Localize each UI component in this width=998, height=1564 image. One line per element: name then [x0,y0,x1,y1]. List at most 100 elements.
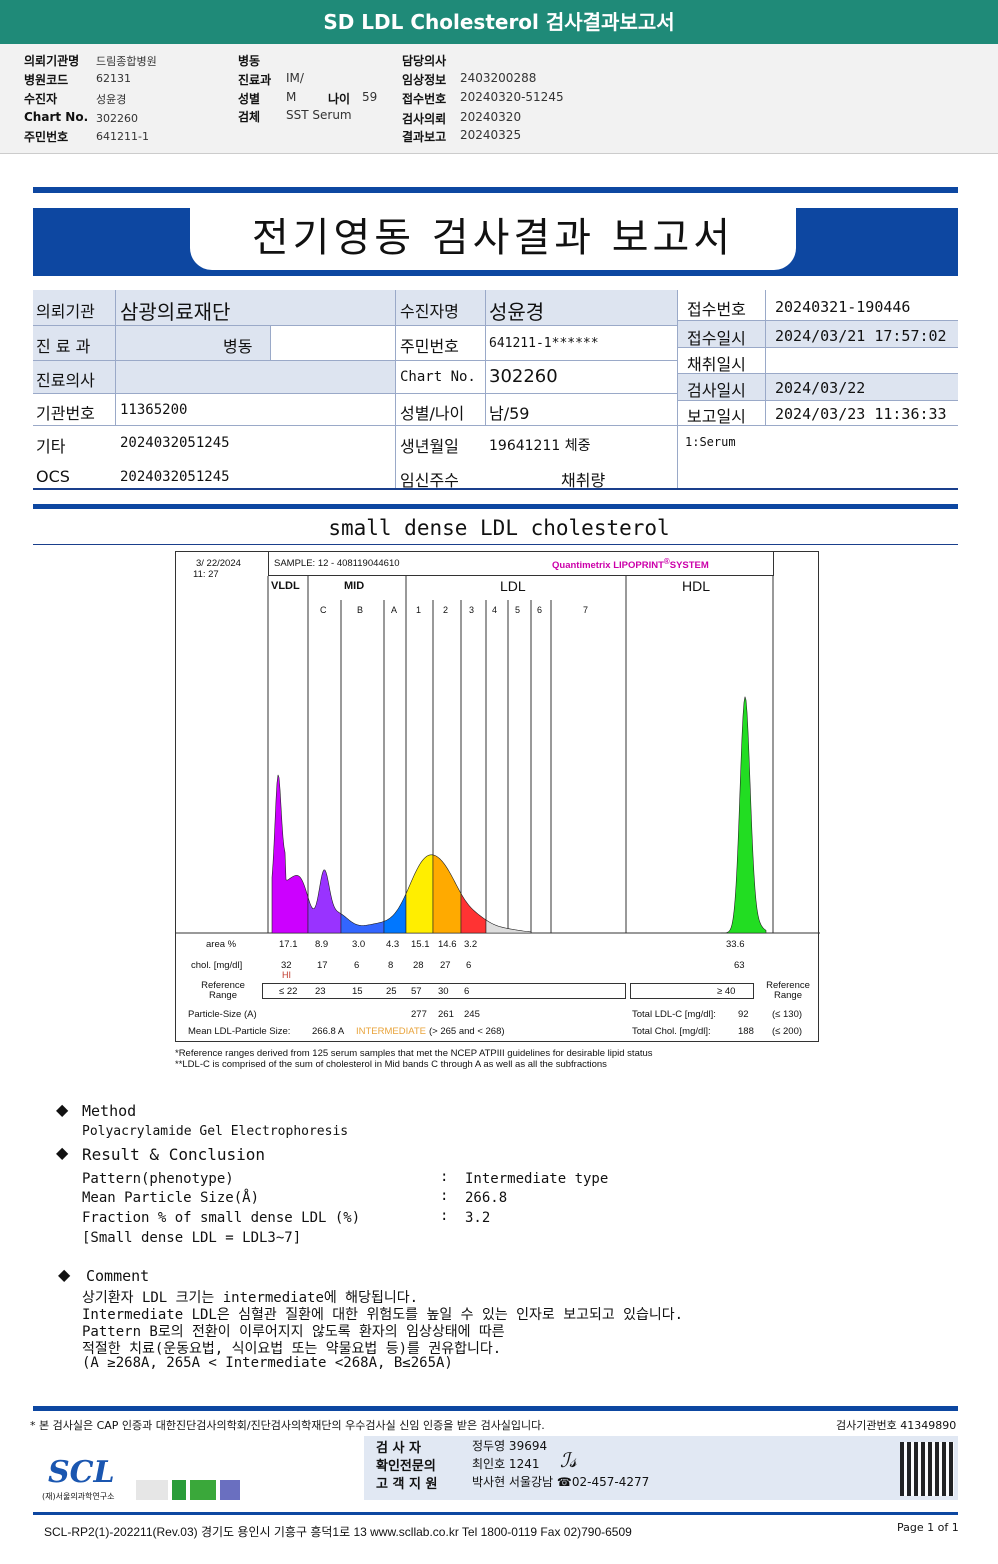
signature: ℐ𝓈 [560,1448,577,1472]
band-label: 3 [469,605,475,615]
divider [33,488,958,490]
brand: Quantimetrix LIPOPRINT®SYSTEM [552,557,709,572]
area-value: 3.0 [352,939,366,950]
sample-id: SAMPLE: 12 - 408119044610 [274,558,400,569]
label: 담당의사 [402,54,447,68]
value: 302260 [489,366,558,387]
label: 접수일시 [687,329,746,348]
band-label: 7 [583,605,589,615]
value: 11365200 [120,402,188,418]
mean-range: (> 265 and < 268) [429,1026,505,1037]
colon: : [440,1208,449,1224]
fraction-peak [271,774,309,934]
certification-note: * 본 검사실은 CAP 인증과 대한진단검사의학회/진단검사의학재단의 우수검… [30,1419,545,1432]
label: 의뢰기관 [36,302,95,321]
footnote-1: *Reference ranges derived from 125 serum… [175,1048,653,1059]
comment-line: 상기환자 LDL 크기는 intermediate에 해당됩니다. [82,1290,419,1306]
value: 병동 [223,337,253,356]
chol-value: 32 [281,960,292,971]
label: 수진자 [24,92,58,106]
result-label: Pattern(phenotype) [82,1171,234,1187]
ref-box-hdl [630,983,754,999]
electrophoresis-plot [176,576,820,934]
divider [33,1406,958,1411]
fraction-peak [383,893,407,934]
result-note: [Small dense LDL = LDL3~7] [82,1230,302,1246]
ref-value: 25 [386,986,397,997]
hi-flag: HI [282,970,291,980]
divider [33,1512,958,1515]
area-label: area % [206,939,237,950]
label: Chart No. [400,369,476,385]
value: 302260 [96,112,138,125]
label: 주민번호 [400,337,459,356]
ref-value: 15 [352,986,363,997]
ref-label-right: Reference Range [766,980,810,1001]
value: 성윤경 [489,300,545,324]
order-header: 의뢰기관명 드림종합병원 병원코드 62131 수진자 성윤경 Chart No… [0,44,998,154]
label: 병동 [238,54,261,68]
band-label: B [357,605,364,615]
ref-value: ≤ 22 [279,986,298,997]
staff-box [364,1436,958,1500]
brand-name: Quantimetrix LIPOPRINT [552,560,664,572]
section-title: small dense LDL cholesterol [328,516,670,540]
mean-class: INTERMEDIATE [356,1026,427,1037]
divider [33,504,958,509]
value: 62131 [96,72,131,85]
value: 2024/03/22 [775,379,866,397]
total-ldl-ref: (≤ 130) [772,1009,803,1020]
label: 검체 [238,110,261,124]
specimen: 1:Serum [685,435,736,449]
value: 드림종합병원 [96,55,157,68]
ref-value: 6 [464,986,470,997]
address: SCL-RP2(1)-202211(Rev.03) 경기도 용인시 기흥구 흥덕… [44,1525,632,1539]
area-value: 3.2 [464,939,478,950]
label: 보고일시 [687,407,746,426]
comment-line: Pattern B로의 전환이 이루어지지 않도록 환자의 임상상태에 따른 [82,1324,505,1340]
diamond-icon: ◆ [56,1100,69,1119]
area-value: 14.6 [438,939,457,950]
ref-value: 57 [411,986,422,997]
result-value: Intermediate type [465,1171,609,1187]
page-number: Page 1 of 1 [897,1521,959,1534]
chol-value: 6 [466,960,472,971]
label: 성별 [238,92,261,106]
group-hdl: HDL [682,578,711,594]
fraction-peak [432,854,462,934]
value: 채취량 [561,471,606,490]
fraction-peak [405,854,434,934]
lab-number: 검사기관번호 41349890 [836,1419,957,1432]
report-title: 전기영동 검사결과 보고서 [190,208,796,270]
method-text: Polyacrylamide Gel Electrophoresis [82,1124,349,1139]
fraction-peak [720,696,767,934]
hdl-chol: 63 [734,960,745,971]
comment-line: (A ≥268A, 265A < Intermediate <268A, B≤2… [82,1355,453,1371]
fraction-peak [460,892,487,934]
chol-value: 17 [317,960,328,971]
result-label: Mean Particle Size(Å) [82,1190,260,1206]
staff-label: 확인전문의 [376,1459,436,1474]
hdl-area: 33.6 [726,939,745,950]
brand-suffix: SYSTEM [669,560,709,572]
band-label: A [391,605,398,615]
band-label: 5 [515,605,521,615]
total-chol-label: Total Chol. [mg/dl]: [632,1026,711,1037]
area-value: 4.3 [386,939,400,950]
value: 20240325 [460,128,522,142]
label: 진료과 [238,73,272,87]
chol-value: 6 [354,960,360,971]
band-label: C [320,605,327,615]
scl-logo-sub: (재)서울의과학연구소 [42,1492,115,1501]
label: OCS [36,467,70,486]
value: 성윤경 [96,93,127,106]
run-date: 3/ 22/2024 [196,558,241,569]
method-title: Method [82,1102,137,1120]
label: 생년월일 [400,437,459,456]
total-ldl: 92 [738,1009,749,1020]
value: M [286,90,297,104]
fraction-peak [307,869,342,934]
label: 결과보고 [402,130,447,144]
value: 641211-1****** [489,336,599,351]
ref-value: 30 [438,986,449,997]
